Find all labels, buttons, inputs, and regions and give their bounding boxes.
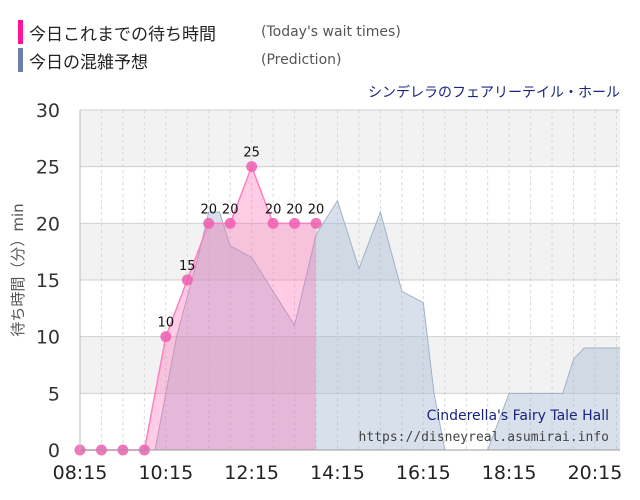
today-data-label: 25: [243, 146, 260, 161]
x-tick-label: 16:15: [396, 462, 451, 484]
today-data-label: 10: [158, 316, 175, 331]
y-tick-label: 0: [48, 440, 60, 462]
today-point: [181, 274, 193, 286]
today-point: [310, 217, 322, 229]
today-data-label: 20: [308, 202, 325, 217]
legend-prediction-sub: (Prediction): [261, 52, 342, 68]
today-data-label: 20: [200, 202, 217, 217]
today-data-label: 20: [286, 202, 303, 217]
grid-band: [80, 110, 620, 167]
today-point: [246, 161, 258, 173]
x-tick-label: 10:15: [138, 462, 193, 484]
y-tick-label: 10: [36, 327, 60, 349]
today-point: [267, 217, 279, 229]
legend-today: 今日これまでの待ち時間 (Today's wait times): [18, 20, 401, 45]
y-tick-label: 30: [36, 100, 60, 122]
x-tick-label: 18:15: [482, 462, 537, 484]
x-tick-label: 12:15: [224, 462, 279, 484]
today-point: [160, 331, 172, 343]
x-tick-label: 14:15: [310, 462, 365, 484]
legend-prediction: 今日の混雑予想 (Prediction): [18, 48, 342, 73]
today-data-label: 20: [222, 202, 239, 217]
annotation-url: https://disneyreal.asumirai.info: [359, 430, 609, 445]
grid-band: [80, 336, 620, 394]
prediction-area: [80, 200, 620, 450]
today-point: [224, 217, 236, 229]
y-tick-label: 5: [48, 383, 60, 405]
annotation-english-name: Cinderella's Fairy Tale Hall: [427, 408, 609, 424]
legend-today-swatch: [18, 20, 23, 44]
y-tick-label: 20: [36, 213, 60, 235]
y-tick-label: 25: [36, 157, 60, 179]
today-point: [289, 217, 301, 229]
legend-today-label: 今日これまでの待ち時間: [29, 24, 216, 45]
today-data-label: 20: [265, 202, 282, 217]
today-area: [80, 166, 317, 450]
legend-prediction-label: 今日の混雑予想: [29, 52, 148, 73]
y-axis-label: 待ち時間（分）min: [9, 203, 27, 336]
x-tick-label: 08:15: [53, 462, 108, 484]
today-point: [203, 217, 215, 229]
legend-today-sub: (Today's wait times): [261, 24, 401, 40]
grid-band: [80, 223, 620, 280]
y-tick-label: 15: [36, 270, 60, 292]
legend-prediction-swatch: [18, 48, 23, 72]
today-data-label: 15: [179, 259, 196, 274]
attraction-name: シンデレラのフェアリーテイル・ホール: [368, 85, 620, 101]
x-tick-label: 20:15: [568, 462, 623, 484]
